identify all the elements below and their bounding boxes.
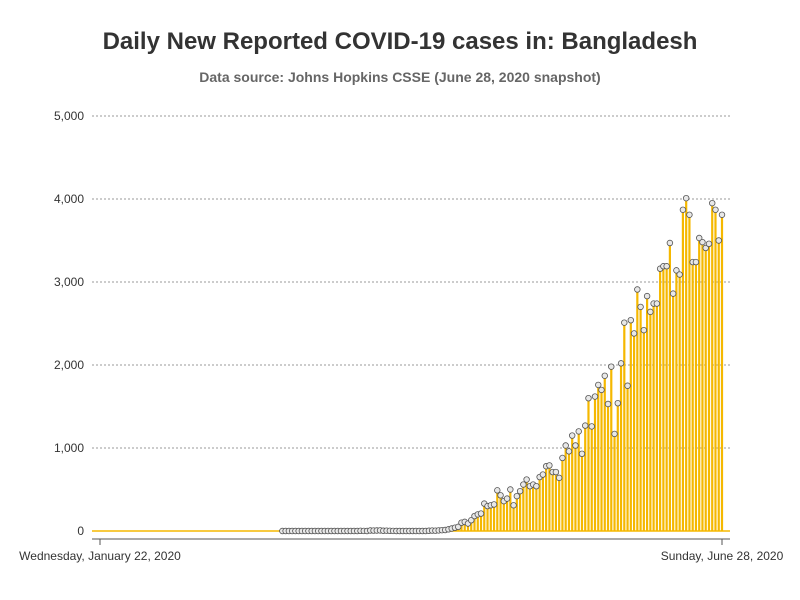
data-point <box>510 502 517 509</box>
chart-subtitle: Data source: Johns Hopkins CSSE (June 28… <box>199 69 601 85</box>
x-tick-label-start: Wednesday, January 22, 2020 <box>19 549 181 563</box>
y-tick-label: 3,000 <box>54 275 84 289</box>
data-point <box>705 240 713 248</box>
data-point <box>516 487 524 495</box>
data-point <box>546 462 553 469</box>
data-point <box>643 292 651 300</box>
data-point <box>673 267 680 274</box>
y-tick-label: 0 <box>77 524 84 538</box>
data-point <box>640 326 648 334</box>
data-point <box>663 263 670 270</box>
data-point <box>630 330 638 337</box>
data-point <box>552 468 560 476</box>
data-point <box>494 487 501 494</box>
data-point <box>507 486 514 493</box>
data-point <box>468 517 475 524</box>
x-tick-label-end: Sunday, June 28, 2020 <box>661 549 784 563</box>
y-axis-ticks: 0 1,000 2,000 3,000 4,000 5,000 <box>54 109 84 538</box>
data-point <box>562 442 569 449</box>
y-tick-label: 2,000 <box>54 358 84 372</box>
data-point <box>598 386 605 394</box>
data-point <box>702 244 709 252</box>
data-point <box>627 316 635 324</box>
data-point <box>647 308 654 316</box>
data-point <box>559 454 566 462</box>
data-point <box>637 303 644 311</box>
data-point <box>575 428 582 435</box>
data-point <box>666 239 674 247</box>
data-point <box>604 400 612 408</box>
data-point <box>715 237 722 244</box>
y-tick-label: 4,000 <box>54 192 84 206</box>
data-point <box>595 381 602 389</box>
data-point <box>718 211 726 218</box>
data-point <box>520 481 527 488</box>
data-point <box>692 258 700 266</box>
data-point <box>653 300 661 307</box>
data-point <box>533 482 540 490</box>
chart-title: Daily New Reported COVID-19 cases in: Ba… <box>102 28 698 55</box>
data-point <box>591 393 599 400</box>
data-point <box>676 271 683 278</box>
data-point <box>611 430 618 438</box>
data-point <box>679 206 687 213</box>
data-point <box>614 399 621 407</box>
bars <box>248 198 724 531</box>
data-point <box>686 211 693 218</box>
y-tick-label: 1,000 <box>54 441 84 455</box>
data-point <box>539 471 547 478</box>
data-point <box>578 450 586 458</box>
data-point <box>565 448 573 455</box>
data-point <box>455 523 462 531</box>
data-markers <box>279 194 726 535</box>
y-tick-label: 5,000 <box>54 109 84 123</box>
data-point <box>669 290 677 297</box>
data-point <box>555 474 563 482</box>
data-point <box>621 319 628 326</box>
data-point <box>588 423 595 430</box>
data-point <box>624 382 631 389</box>
data-point <box>682 194 690 202</box>
data-point <box>503 495 511 502</box>
data-point <box>608 363 615 370</box>
data-point <box>582 422 589 429</box>
data-point <box>523 476 530 483</box>
data-point <box>477 510 485 517</box>
data-point <box>568 432 576 439</box>
data-point <box>490 501 498 508</box>
data-point <box>572 442 579 449</box>
data-point <box>497 492 504 499</box>
data-point <box>585 395 592 402</box>
data-point <box>709 199 716 207</box>
data-point <box>699 238 706 246</box>
data-point <box>634 286 641 293</box>
data-point <box>696 234 703 242</box>
data-point <box>513 492 521 500</box>
data-point <box>712 206 719 213</box>
data-point <box>617 360 625 367</box>
data-point <box>601 372 608 379</box>
